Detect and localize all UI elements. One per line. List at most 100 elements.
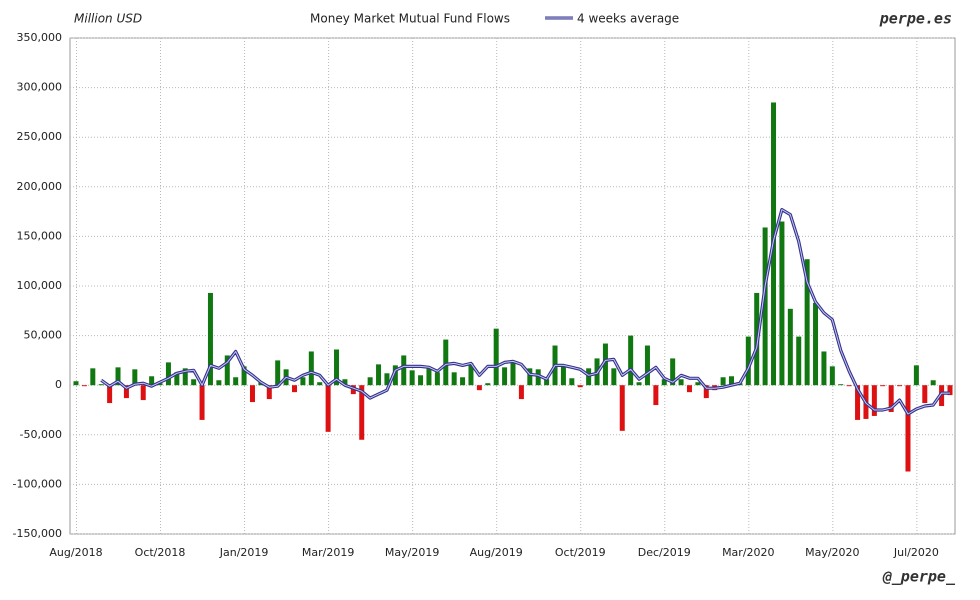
bar bbox=[922, 385, 928, 404]
bar bbox=[224, 355, 230, 386]
bar bbox=[300, 377, 306, 386]
bar bbox=[762, 227, 768, 386]
site-label: perpe.es bbox=[879, 10, 952, 28]
bar bbox=[661, 379, 667, 386]
bar bbox=[460, 377, 466, 386]
bar bbox=[502, 367, 508, 386]
y-tick-label: -100,000 bbox=[13, 477, 62, 490]
bar bbox=[317, 382, 323, 386]
bar bbox=[191, 379, 197, 386]
bar bbox=[544, 379, 550, 386]
bar bbox=[140, 385, 146, 401]
legend-label: 4 weeks average bbox=[577, 12, 679, 26]
bar bbox=[476, 385, 482, 391]
bar bbox=[703, 385, 709, 399]
bar bbox=[880, 385, 886, 387]
bar bbox=[334, 349, 340, 386]
bar bbox=[602, 343, 608, 386]
bar bbox=[292, 385, 297, 393]
bar bbox=[930, 380, 936, 386]
bar bbox=[376, 364, 382, 386]
y-tick-label: -50,000 bbox=[20, 428, 62, 441]
bar bbox=[644, 345, 650, 386]
bar bbox=[729, 376, 734, 386]
y-tick-label: -150,000 bbox=[13, 527, 62, 540]
bar bbox=[451, 372, 457, 386]
bar bbox=[199, 385, 205, 420]
bar bbox=[619, 385, 625, 431]
bar bbox=[266, 385, 272, 400]
x-tick-label: Oct/2019 bbox=[555, 546, 606, 559]
bar bbox=[165, 362, 171, 386]
bar bbox=[325, 385, 331, 432]
bar bbox=[468, 363, 474, 386]
bar bbox=[401, 355, 407, 386]
bar bbox=[149, 376, 155, 386]
bar bbox=[90, 368, 96, 386]
bar bbox=[577, 385, 583, 388]
bar bbox=[493, 328, 499, 386]
bar bbox=[510, 362, 516, 386]
bar bbox=[813, 302, 819, 386]
x-tick-label: Aug/2019 bbox=[470, 546, 523, 559]
x-tick-label: Aug/2018 bbox=[49, 546, 102, 559]
bar bbox=[888, 385, 894, 412]
bar bbox=[653, 385, 659, 406]
y-tick-label: 100,000 bbox=[17, 279, 63, 292]
y-tick-label: 0 bbox=[55, 378, 62, 391]
y-tick-label: 150,000 bbox=[17, 229, 63, 242]
bar bbox=[308, 351, 314, 386]
bar bbox=[720, 377, 726, 386]
bar bbox=[871, 385, 877, 416]
average-line bbox=[100, 209, 950, 415]
bar bbox=[115, 367, 121, 386]
bar bbox=[913, 365, 919, 386]
handle-label: @_perpe_ bbox=[882, 568, 956, 586]
y-axis-label: Million USD bbox=[74, 12, 142, 26]
bar bbox=[241, 366, 247, 386]
y-tick-label: 200,000 bbox=[17, 180, 63, 193]
bar bbox=[518, 385, 524, 400]
y-tick-label: 50,000 bbox=[24, 329, 63, 342]
bar bbox=[157, 383, 163, 386]
bar bbox=[98, 384, 104, 386]
bar bbox=[636, 382, 642, 386]
bar bbox=[804, 259, 810, 386]
bar bbox=[560, 366, 566, 386]
bar bbox=[384, 373, 390, 386]
x-tick-label: Dec/2019 bbox=[638, 546, 691, 559]
bar bbox=[678, 379, 684, 386]
chart-title: Money Market Mutual Fund Flows bbox=[310, 12, 510, 26]
bar bbox=[132, 369, 138, 386]
x-tick-label: Jul/2020 bbox=[893, 546, 939, 559]
bar bbox=[695, 382, 701, 386]
bar bbox=[275, 360, 281, 386]
bar bbox=[359, 385, 365, 440]
bar bbox=[485, 383, 491, 386]
bar bbox=[342, 379, 348, 386]
bar bbox=[846, 385, 852, 387]
bar bbox=[216, 380, 222, 386]
bar bbox=[418, 375, 424, 386]
bar bbox=[123, 385, 129, 399]
bar bbox=[670, 358, 676, 386]
bar bbox=[855, 385, 861, 420]
bar bbox=[686, 385, 692, 393]
bar bbox=[779, 221, 785, 386]
bar bbox=[233, 377, 239, 386]
bar bbox=[535, 369, 541, 386]
bar bbox=[392, 365, 398, 386]
bar bbox=[367, 377, 373, 386]
x-tick-label: Oct/2018 bbox=[135, 546, 186, 559]
x-tick-label: May/2020 bbox=[805, 546, 859, 559]
bar bbox=[611, 368, 617, 386]
bar bbox=[426, 368, 432, 386]
y-tick-label: 350,000 bbox=[17, 31, 63, 44]
x-tick-label: Jan/2019 bbox=[219, 546, 269, 559]
bar bbox=[796, 336, 802, 386]
bar bbox=[182, 368, 188, 386]
y-tick-label: 300,000 bbox=[17, 81, 63, 94]
bar bbox=[628, 335, 634, 386]
bar bbox=[838, 384, 844, 386]
